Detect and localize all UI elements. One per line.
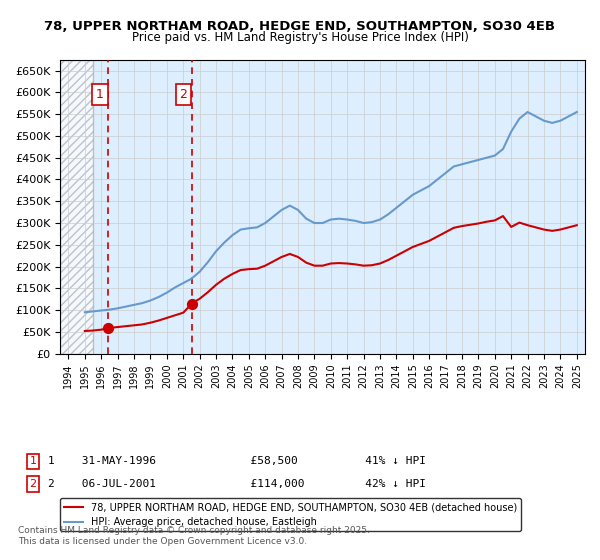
Text: 2: 2 [179, 88, 187, 101]
Text: 1: 1 [96, 88, 104, 101]
Text: Price paid vs. HM Land Registry's House Price Index (HPI): Price paid vs. HM Land Registry's House … [131, 31, 469, 44]
Text: 1: 1 [29, 456, 37, 466]
Point [103, 324, 113, 333]
Text: Contains HM Land Registry data © Crown copyright and database right 2025.
This d: Contains HM Land Registry data © Crown c… [18, 526, 370, 546]
Bar [60, 60, 93, 353]
Legend: 78, UPPER NORTHAM ROAD, HEDGE END, SOUTHAMPTON, SO30 4EB (detached house), HPI: : 78, UPPER NORTHAM ROAD, HEDGE END, SOUTH… [60, 498, 521, 531]
Text: 1    31-MAY-1996              £58,500          41% ↓ HPI: 1 31-MAY-1996 £58,500 41% ↓ HPI [48, 456, 426, 466]
Text: 2    06-JUL-2001              £114,000         42% ↓ HPI: 2 06-JUL-2001 £114,000 42% ↓ HPI [48, 479, 426, 489]
Point [187, 300, 196, 309]
Text: 2: 2 [29, 479, 37, 489]
Text: 78, UPPER NORTHAM ROAD, HEDGE END, SOUTHAMPTON, SO30 4EB: 78, UPPER NORTHAM ROAD, HEDGE END, SOUTH… [44, 20, 556, 32]
